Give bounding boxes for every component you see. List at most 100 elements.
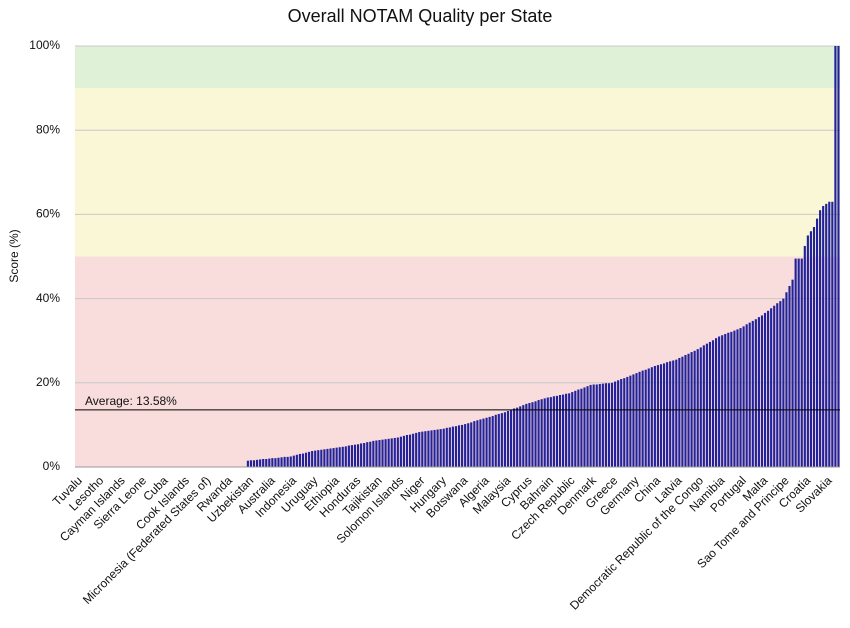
bar xyxy=(675,359,678,467)
bar xyxy=(641,370,644,467)
bar xyxy=(711,340,715,467)
bar xyxy=(733,330,736,467)
bar xyxy=(705,343,708,467)
bar xyxy=(687,353,690,467)
bar xyxy=(825,203,828,467)
bar xyxy=(332,448,335,467)
bar xyxy=(586,386,589,467)
bar xyxy=(568,393,571,467)
bar xyxy=(304,452,308,467)
bar xyxy=(320,449,323,467)
bar xyxy=(782,298,785,467)
bar xyxy=(265,459,268,467)
bar xyxy=(317,450,320,467)
bar xyxy=(461,424,464,467)
bar xyxy=(574,390,577,467)
bar xyxy=(500,413,503,467)
bar xyxy=(390,438,393,467)
bar xyxy=(341,446,344,467)
bar xyxy=(445,427,448,467)
bar xyxy=(800,258,803,467)
bar xyxy=(295,454,298,467)
bar xyxy=(589,384,592,467)
bar xyxy=(718,336,721,467)
bar xyxy=(748,322,751,467)
bar xyxy=(751,320,754,467)
bar xyxy=(277,457,280,467)
bar xyxy=(834,46,837,467)
bar xyxy=(412,433,415,467)
bar xyxy=(598,384,601,467)
bar xyxy=(454,426,458,467)
bar xyxy=(831,201,834,467)
y-tick-label: 40% xyxy=(36,291,60,305)
bar xyxy=(335,447,338,467)
bar xyxy=(592,384,595,467)
bar xyxy=(326,448,329,467)
bar xyxy=(274,458,277,467)
y-tick-label: 0% xyxy=(43,459,61,473)
bar xyxy=(577,389,580,467)
bar xyxy=(436,429,439,467)
bar xyxy=(381,439,384,467)
bar xyxy=(565,393,568,467)
bar xyxy=(760,315,764,467)
bar xyxy=(770,308,773,467)
bar xyxy=(479,419,482,467)
bar xyxy=(561,394,565,467)
chart-title: Overall NOTAM Quality per State xyxy=(288,6,553,26)
bar xyxy=(742,326,745,467)
bar xyxy=(311,451,314,467)
bar xyxy=(803,245,806,467)
bar xyxy=(442,428,445,467)
bar xyxy=(721,335,724,467)
bar xyxy=(644,369,647,467)
bar xyxy=(424,431,427,467)
y-tick-label: 100% xyxy=(29,38,60,52)
bar xyxy=(595,384,598,467)
bar xyxy=(828,201,831,467)
bar xyxy=(754,319,757,467)
bar xyxy=(546,397,549,467)
score-band xyxy=(75,46,840,89)
bar xyxy=(509,409,513,467)
bar xyxy=(617,380,620,467)
bar xyxy=(806,235,809,467)
bar xyxy=(473,421,476,467)
bar xyxy=(393,437,396,467)
bar xyxy=(604,383,607,467)
bar xyxy=(268,458,271,467)
bar xyxy=(534,401,537,467)
bar xyxy=(708,341,712,467)
bar xyxy=(794,258,797,467)
bar xyxy=(672,360,675,467)
bar xyxy=(503,412,507,467)
bar xyxy=(607,383,611,467)
bar xyxy=(482,418,485,467)
bar xyxy=(779,301,782,467)
bar xyxy=(757,317,760,467)
bar xyxy=(815,218,819,467)
bar xyxy=(439,429,442,467)
bar xyxy=(666,362,669,467)
bar xyxy=(763,312,767,467)
bar xyxy=(485,417,488,467)
bar xyxy=(494,414,497,467)
bar xyxy=(338,447,341,467)
bar xyxy=(610,382,614,467)
bar xyxy=(583,387,586,467)
bar xyxy=(714,338,718,467)
bar xyxy=(767,310,770,467)
bar xyxy=(298,453,301,467)
bar xyxy=(497,413,500,467)
bar xyxy=(476,420,479,467)
bar xyxy=(513,408,516,467)
bar xyxy=(375,440,378,467)
bar xyxy=(531,402,534,467)
bar xyxy=(314,450,317,467)
bar xyxy=(669,361,672,467)
bar xyxy=(678,357,681,467)
bar xyxy=(837,46,840,467)
bar xyxy=(540,399,543,467)
